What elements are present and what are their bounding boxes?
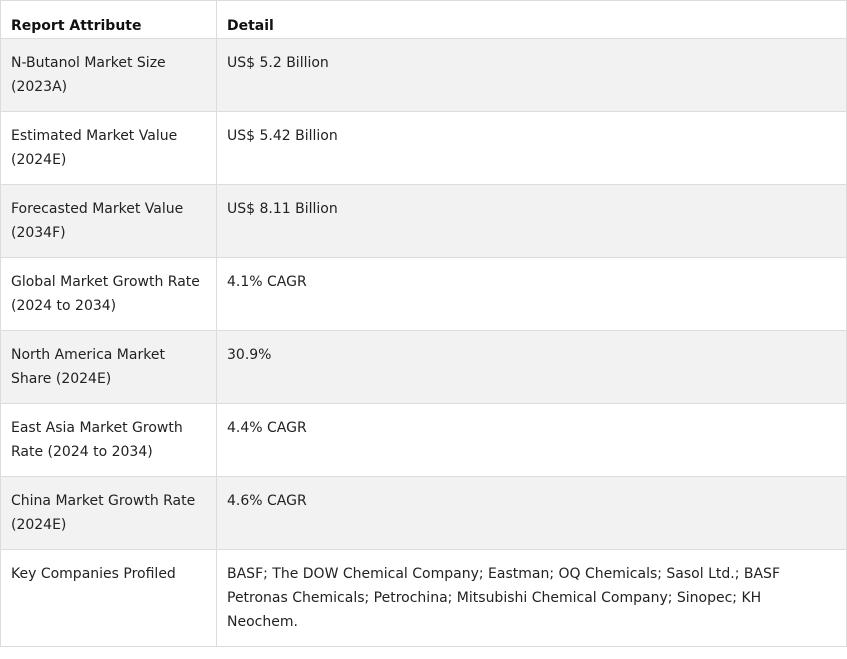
table-row: Key Companies Profiled BASF; The DOW Che…: [0, 549, 847, 647]
detail-cell: BASF; The DOW Chemical Company; Eastman;…: [216, 549, 847, 647]
detail-cell: 30.9%: [216, 330, 847, 404]
attribute-cell: China Market Growth Rate (2024E): [0, 476, 217, 550]
detail-cell: 4.6% CAGR: [216, 476, 847, 550]
detail-cell: US$ 5.2 Billion: [216, 38, 847, 112]
detail-cell: US$ 5.42 Billion: [216, 111, 847, 185]
table-row: Global Market Growth Rate (2024 to 2034)…: [0, 257, 847, 331]
table-row: Estimated Market Value (2024E) US$ 5.42 …: [0, 111, 847, 185]
table-row: North America Market Share (2024E) 30.9%: [0, 330, 847, 404]
table-row: Forecasted Market Value (2034F) US$ 8.11…: [0, 184, 847, 258]
attribute-cell: Estimated Market Value (2024E): [0, 111, 217, 185]
header-report-attribute: Report Attribute: [0, 0, 217, 39]
table-row: East Asia Market Growth Rate (2024 to 20…: [0, 403, 847, 477]
attribute-cell: N-Butanol Market Size (2023A): [0, 38, 217, 112]
attribute-cell: Key Companies Profiled: [0, 549, 217, 647]
table-row: N-Butanol Market Size (2023A) US$ 5.2 Bi…: [0, 38, 847, 112]
attribute-cell: Global Market Growth Rate (2024 to 2034): [0, 257, 217, 331]
table-row: China Market Growth Rate (2024E) 4.6% CA…: [0, 476, 847, 550]
attribute-cell: North America Market Share (2024E): [0, 330, 217, 404]
detail-cell: 4.1% CAGR: [216, 257, 847, 331]
attribute-cell: East Asia Market Growth Rate (2024 to 20…: [0, 403, 217, 477]
attribute-cell: Forecasted Market Value (2034F): [0, 184, 217, 258]
detail-cell: 4.4% CAGR: [216, 403, 847, 477]
detail-cell: US$ 8.11 Billion: [216, 184, 847, 258]
header-detail: Detail: [216, 0, 847, 39]
header-row: Report Attribute Detail: [0, 0, 847, 39]
